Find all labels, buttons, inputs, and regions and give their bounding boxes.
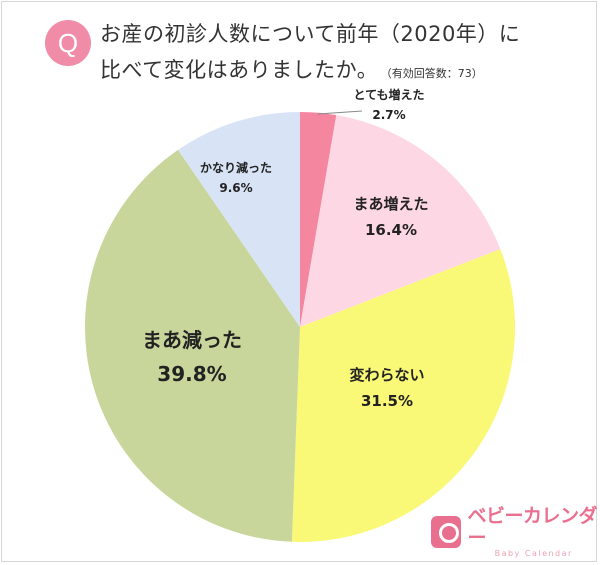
- slice-kanari-hetta: [178, 111, 300, 327]
- label-name: かなり減った: [199, 161, 273, 175]
- label-name: まあ増えた: [353, 195, 429, 213]
- calendar-icon: [431, 516, 462, 548]
- title-line-1: お産の初診人数について前年（2020年）に: [100, 22, 521, 46]
- slice-maa-hetta: [84, 149, 300, 542]
- label-name: とても増えた: [353, 88, 425, 102]
- question-badge: Q: [45, 20, 91, 66]
- chart-title: お産の初診人数について前年（2020年）に 比べて変化はありましたか。 （有効回答…: [100, 16, 520, 92]
- brand-logo: ベビーカレンダー Baby Calendar: [431, 505, 600, 558]
- label-maa-fueta: まあ増えた 16.4%: [353, 193, 428, 245]
- label-kawaranai: 変わらない 31.5%: [349, 364, 424, 416]
- label-name: 変わらない: [349, 366, 425, 384]
- response-count-note: （有効回答数：73）: [386, 67, 483, 80]
- title-line-2: 比べて変化はありましたか。 （有効回答数：73）: [100, 52, 520, 92]
- slice-maa-fueta: [300, 115, 501, 327]
- label-name: まあ減った: [142, 328, 242, 352]
- label-pct: 9.6%: [219, 181, 253, 195]
- label-pct: 2.7%: [372, 108, 406, 122]
- label-pct: 31.5%: [360, 392, 414, 410]
- logo-name: ベビーカレンダー: [467, 505, 597, 549]
- label-pct: 39.8%: [157, 362, 227, 386]
- title-line-2-text: 比べて変化はありましたか。: [100, 58, 379, 82]
- slice-kawaranai: [291, 249, 515, 542]
- logo-subtitle: Baby Calendar: [494, 549, 573, 558]
- leader-line: [317, 110, 363, 115]
- slice-totemo-fueta: [300, 112, 337, 327]
- label-totemo-fueta: とても増えた 2.7%: [353, 86, 424, 126]
- logo-text: ベビーカレンダー Baby Calendar: [467, 505, 600, 559]
- label-kanari-hetta: かなり減った 9.6%: [200, 159, 272, 199]
- label-pct: 16.4%: [364, 221, 418, 239]
- label-maa-hetta: まあ減った 39.8%: [142, 326, 242, 394]
